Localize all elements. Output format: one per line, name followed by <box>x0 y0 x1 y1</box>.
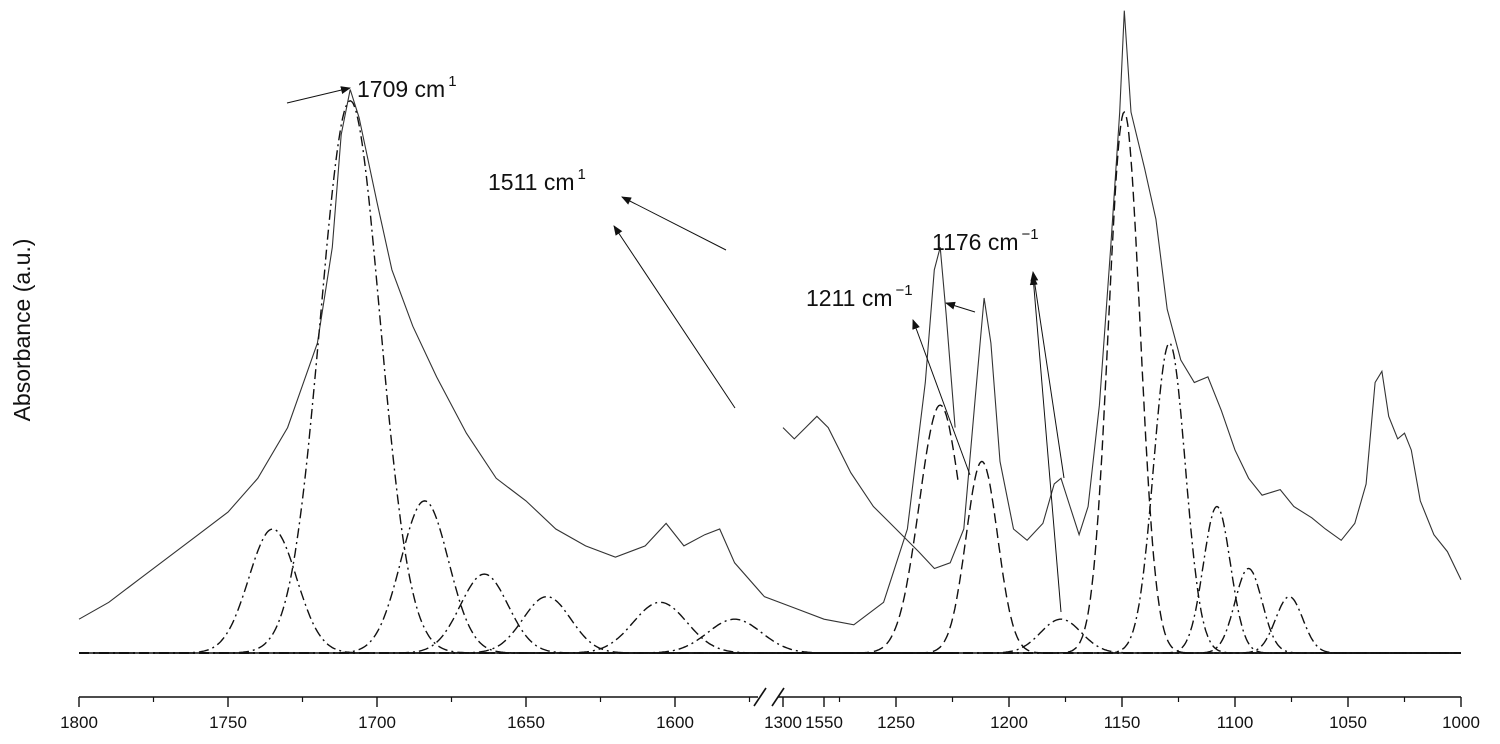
annotation-arrow <box>613 225 736 409</box>
component-peak-1735 <box>79 528 959 654</box>
x-tick-label: 1200 <box>990 713 1028 732</box>
component-peak-1511 <box>79 404 959 654</box>
component-peak-1684 <box>79 500 959 654</box>
peak-annotation-1176: 1176 cm <box>932 229 1019 255</box>
x-tick-label: 1050 <box>1329 713 1367 732</box>
annotation-arrow <box>1030 271 1065 479</box>
annotation-arrow <box>286 86 351 104</box>
component-peak-1108 <box>783 505 1461 654</box>
peak-annotation-superscript: 1 <box>578 166 586 183</box>
peak-annotation-superscript: −1 <box>1022 226 1039 243</box>
x-tick-label: 1150 <box>1104 713 1141 732</box>
component-peak-1664 <box>79 573 959 654</box>
axis-break-mark <box>771 687 785 707</box>
component-peak-1094 <box>783 567 1461 654</box>
peak-annotation-1709: 1709 cm <box>357 76 445 102</box>
annotation-arrow <box>621 196 727 251</box>
component-peak-1149 <box>783 111 1461 654</box>
measured-spectrum-line <box>78 89 956 626</box>
component-peak-1212 <box>783 460 1461 654</box>
component-peak-1076 <box>783 595 1461 654</box>
annotation-arrow <box>1029 275 1062 613</box>
annotation-arrow <box>912 319 971 476</box>
annotation-arrow <box>945 301 976 313</box>
peak-annotation-superscript: −1 <box>896 282 913 299</box>
y-axis-label: Absorbance (a.u.) <box>9 239 35 422</box>
x-tick-label: 1000 <box>1442 713 1480 732</box>
component-peak-1643 <box>79 595 959 654</box>
right-segment <box>782 10 1462 654</box>
x-tick-label: 1300 <box>764 713 802 732</box>
component-peak-1129 <box>783 342 1461 654</box>
x-tick-label: 1100 <box>1217 713 1254 732</box>
peak-annotation-1211: 1211 cm <box>806 285 893 311</box>
peak-annotation-superscript: 1 <box>448 73 456 90</box>
x-tick-label: 1250 <box>877 713 915 732</box>
peak-annotation-1511: 1511 cm <box>488 169 575 195</box>
component-peak-1177 <box>783 618 1461 654</box>
x-tick-label: 1600 <box>656 713 694 732</box>
x-tick-label: 1550 <box>805 713 843 732</box>
axis-break-mark <box>753 687 767 707</box>
x-tick-label: 1650 <box>507 713 545 732</box>
x-tick-label: 1700 <box>358 713 396 732</box>
x-tick-label: 1750 <box>209 713 247 732</box>
component-peak-1605 <box>79 601 959 654</box>
x-tick-label: 1800 <box>60 713 98 732</box>
measured-spectrum-line <box>782 10 1462 580</box>
